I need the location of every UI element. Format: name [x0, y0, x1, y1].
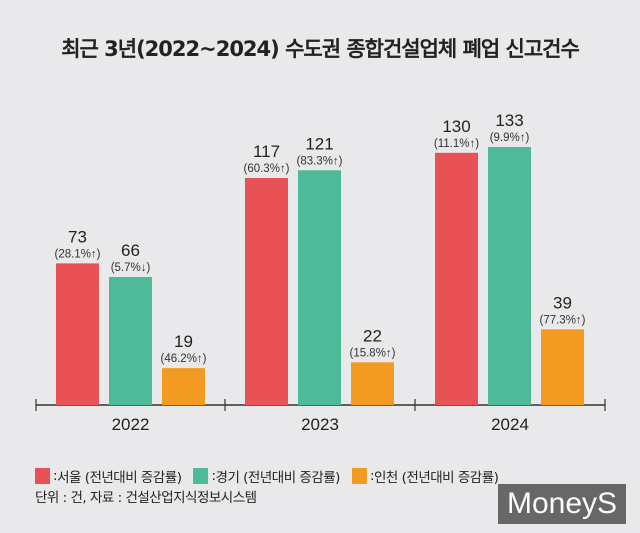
legend-colon: : [211, 468, 216, 484]
legend-swatch-incheon [351, 468, 367, 484]
value-label: 121 [305, 134, 333, 153]
change-label: (83.3%↑) [296, 155, 342, 167]
bar [351, 362, 394, 405]
legend-swatch-seoul [35, 468, 50, 484]
bar [298, 170, 341, 405]
bar [109, 276, 152, 405]
legend-label-seoul: 서울 (전년대비 증감률) [57, 470, 182, 486]
value-label: 117 [253, 142, 280, 161]
value-label: 39 [553, 293, 572, 312]
change-label: (9.9%↑) [490, 132, 530, 144]
x-tick-label: 2023 [301, 415, 339, 434]
change-label: (11.1%↑) [434, 138, 479, 150]
legend-label-gyeonggi: 경기 (전년대비 증감률) [215, 470, 341, 486]
legend-colon: : [53, 468, 58, 484]
bar [435, 152, 478, 405]
change-label: (15.8%↑) [349, 347, 395, 359]
moneys-watermark-logo: MoneyS [498, 484, 626, 524]
change-label: (5.7%↓) [111, 262, 151, 274]
change-label: (60.3%↑) [243, 163, 289, 175]
change-label: (77.3%↑) [539, 314, 585, 326]
value-label: 130 [442, 117, 470, 136]
legend-swatch-gyeonggi [193, 468, 209, 484]
x-tick-label: 2022 [112, 415, 150, 434]
source-note: 단위 : 건, 자료 : 건설산업지식정보시스템 [35, 490, 257, 506]
bar [541, 329, 584, 405]
x-tick-label: 2024 [491, 415, 529, 434]
legend-label-incheon: 인천 (전년대비 증감률) [374, 470, 499, 486]
bar [56, 263, 99, 405]
chart-title: 최근 3년(2022~2024) 수도권 종합건설업체 폐업 신고건수 [61, 37, 580, 61]
legend-item-seoul: : 서울 (전년대비 증감률) [35, 466, 182, 486]
bar [245, 178, 288, 405]
legend: : 서울 (전년대비 증감률) : 경기 (전년대비 증감률) : 인천 (전년… [35, 466, 510, 506]
value-label: 73 [68, 227, 87, 246]
value-label: 22 [363, 326, 382, 345]
legend-item-incheon: : 인천 (전년대비 증감률) [351, 466, 499, 486]
legend-colon: : [369, 468, 375, 484]
change-label: (28.1%↑) [54, 248, 100, 260]
value-label: 133 [495, 111, 523, 130]
bar [488, 146, 531, 406]
value-label: 66 [121, 241, 140, 260]
value-label: 19 [174, 332, 193, 351]
change-label: (46.2%↑) [160, 353, 206, 365]
bar [162, 368, 205, 405]
legend-item-gyeonggi: : 경기 (전년대비 증감률) [193, 466, 341, 486]
